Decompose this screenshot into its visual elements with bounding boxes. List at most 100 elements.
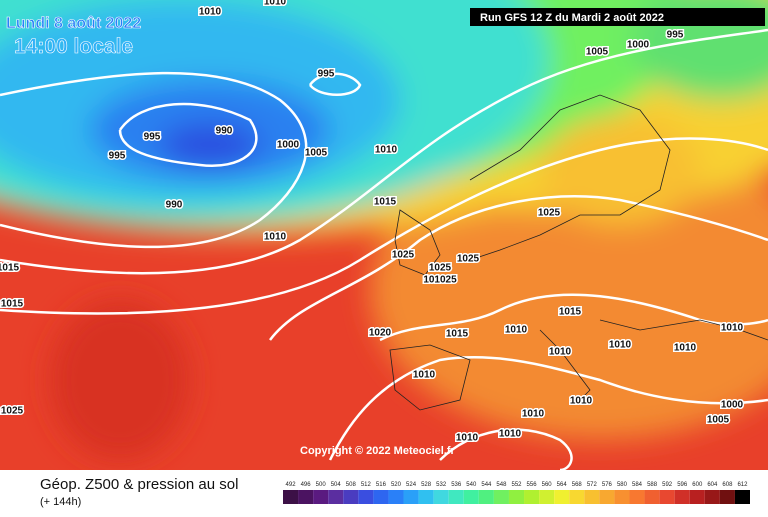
- scale-label: 508: [346, 482, 357, 488]
- scale-swatch: [569, 490, 585, 504]
- isobar-label: 1005: [586, 47, 609, 58]
- scale-label: 532: [436, 482, 447, 488]
- scale-label: 612: [737, 482, 748, 488]
- scale-label: 568: [572, 482, 583, 488]
- isobar-label: 1015: [374, 197, 397, 208]
- isobar-label: 1010: [721, 323, 744, 334]
- scale-label: 592: [662, 482, 673, 488]
- run-info: Run GFS 12 Z du Mardi 2 août 2022: [480, 12, 664, 24]
- scale-swatch: [689, 490, 705, 504]
- scale-swatch: [388, 490, 404, 504]
- isobar-label: 1025: [457, 254, 480, 265]
- isobar-label: 1015: [0, 263, 20, 274]
- scale-label: 600: [692, 482, 703, 488]
- scale-label: 492: [286, 482, 297, 488]
- isobar-label: 1010: [549, 347, 572, 358]
- scale-swatch: [478, 490, 494, 504]
- scale-swatch: [373, 490, 389, 504]
- isobar-label: 1015: [446, 329, 469, 340]
- isobar-label: 101025: [423, 275, 457, 286]
- scale-label: 516: [376, 482, 387, 488]
- isobar-label: 1010: [522, 409, 545, 420]
- scale-swatch: [343, 490, 359, 504]
- scale-swatch: [313, 490, 329, 504]
- scale-swatch: [704, 490, 720, 504]
- isobar-label: 1025: [538, 208, 561, 219]
- scale-swatch: [599, 490, 615, 504]
- map-title: Géop. Z500 & pression au sol: [40, 476, 238, 493]
- scale-swatch: [448, 490, 464, 504]
- scale-swatch: [358, 490, 374, 504]
- scale-label: 536: [451, 482, 462, 488]
- scale-label: 540: [466, 482, 477, 488]
- color-scale: 492 496 500 504 508 512 516 520 524 528 532 536 540 5…: [283, 482, 750, 504]
- scale-label: 584: [632, 482, 643, 488]
- scale-swatch: [554, 490, 570, 504]
- scale-swatch: [403, 490, 419, 504]
- forecast-time: 14:00 locale: [14, 35, 133, 58]
- scale-swatch: [614, 490, 630, 504]
- copyright: Copyright © 2022 Meteociel.fr: [300, 445, 456, 457]
- scale-label: 604: [707, 482, 718, 488]
- scale-label: 576: [602, 482, 613, 488]
- scale-swatch: [283, 490, 299, 504]
- scale-label: 512: [361, 482, 372, 488]
- isobar-label: 1025: [429, 263, 452, 274]
- scale-swatch: [539, 490, 555, 504]
- scale-label: 520: [391, 482, 402, 488]
- scale-swatch: [644, 490, 660, 504]
- scale-label: 544: [481, 482, 492, 488]
- scale-swatch: [298, 490, 314, 504]
- scale-swatch: [674, 490, 690, 504]
- isobar-label: 1000: [721, 400, 744, 411]
- scale-label: 580: [617, 482, 628, 488]
- scale-label: 524: [406, 482, 417, 488]
- scale-swatch: [734, 490, 750, 504]
- isobar-label: 1010: [499, 429, 522, 440]
- isobar-label: 1025: [392, 250, 415, 261]
- isobar-label: 995: [109, 151, 126, 162]
- isobar-label: 990: [166, 200, 183, 211]
- isobar-label: 1010: [609, 340, 632, 351]
- isobar-label: 995: [667, 30, 684, 41]
- scale-label: 560: [542, 482, 553, 488]
- isobar-label: 1010: [456, 433, 479, 444]
- isobars: [0, 28, 768, 472]
- lead-time: (+ 144h): [40, 496, 81, 508]
- isobar-label: 1005: [305, 148, 328, 159]
- scale-swatch: [629, 490, 645, 504]
- scale-swatch: [493, 490, 509, 504]
- isobar-label: 1010: [413, 370, 436, 381]
- isobar-label: 1020: [369, 328, 392, 339]
- scale-label: 572: [587, 482, 598, 488]
- isobar-label: 1010: [199, 7, 222, 18]
- scale-label: 608: [722, 482, 733, 488]
- scale-swatch: [584, 490, 600, 504]
- scale-swatch: [524, 490, 540, 504]
- isobar-label: 1000: [277, 140, 300, 151]
- scale-label: 556: [527, 482, 538, 488]
- scale-label: 564: [557, 482, 568, 488]
- isobar-label: 1005: [707, 415, 730, 426]
- isobar-label: 1010: [375, 145, 398, 156]
- scale-swatch: [719, 490, 735, 504]
- scale-label: 552: [511, 482, 522, 488]
- scale-label: 500: [316, 482, 327, 488]
- isobar-label: 1010: [505, 325, 528, 336]
- scale-swatch: [433, 490, 449, 504]
- isobar-label: 1010: [674, 343, 697, 354]
- isobar-label: 1010: [264, 232, 287, 243]
- scale-swatch: [508, 490, 525, 504]
- scale-label: 588: [647, 482, 658, 488]
- isobar-label: 1000: [627, 40, 650, 51]
- pressure-field: [0, 0, 768, 470]
- isobar-label: 1015: [559, 307, 582, 318]
- scale-swatch: [659, 490, 675, 504]
- isobar-label: 990: [216, 126, 233, 137]
- isobar-label: 1010: [264, 0, 287, 8]
- scale-label: 596: [677, 482, 688, 488]
- scale-label: 528: [421, 482, 432, 488]
- run-banner: [470, 8, 765, 26]
